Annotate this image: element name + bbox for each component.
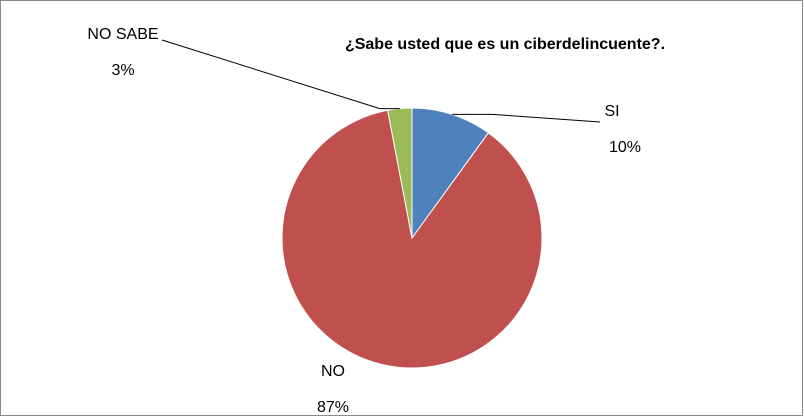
slice-value-label: 10% xyxy=(609,139,641,156)
slice-label: NO SABE xyxy=(87,26,158,43)
slice-value-label: 87% xyxy=(317,399,349,416)
chart-title: ¿Sabe usted que es un ciberdelincuente?. xyxy=(345,36,665,53)
pie-slice xyxy=(411,107,490,240)
leader-line xyxy=(452,113,601,123)
leader-line xyxy=(161,39,400,110)
pie-slice xyxy=(281,109,543,369)
slice-value-label: 3% xyxy=(111,62,134,79)
slice-label: NO xyxy=(321,363,345,380)
slice-label: SI xyxy=(604,103,619,120)
